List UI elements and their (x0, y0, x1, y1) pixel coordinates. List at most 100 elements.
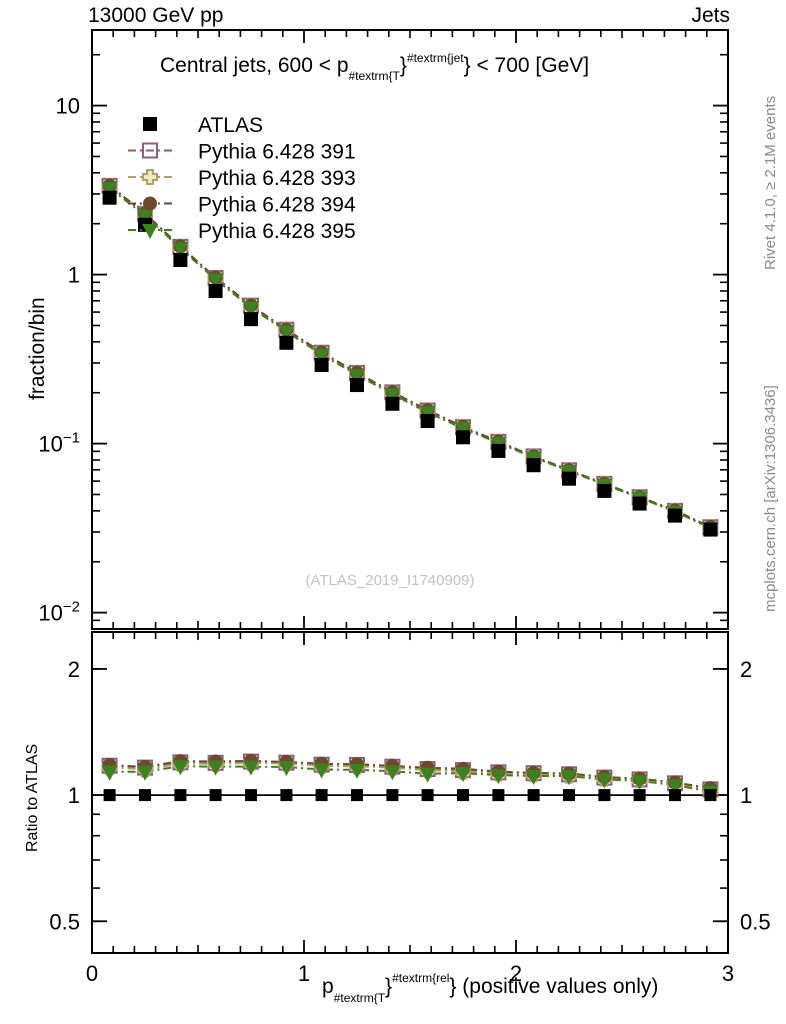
marker-triangle-down-filled (596, 773, 613, 789)
marker-triangle-down-filled (419, 406, 436, 422)
marker-square-filled (562, 471, 576, 486)
marker-triangle-down-filled (313, 763, 330, 779)
ratio-y-tick-label: 1 (68, 783, 80, 808)
marker-square-filled (350, 378, 364, 393)
marker-circle-filled (143, 196, 157, 211)
marker-square-filled (633, 789, 646, 802)
marker-triangle-down-filled (384, 765, 401, 781)
plot-title-superscript: #textrm{jet (406, 51, 464, 65)
marker-square-filled (632, 496, 647, 511)
marker-square-filled (103, 789, 116, 802)
marker-triangle-down-filled (525, 769, 542, 785)
marker-triangle-down-filled (101, 765, 118, 781)
marker-square-filled (597, 483, 612, 498)
marker-square-filled (279, 335, 294, 350)
x-axis-label-mid: } (385, 975, 393, 998)
dataset-watermark: (ATLAS_2019_I1740909) (305, 572, 474, 589)
marker-square-filled (385, 396, 400, 411)
marker-square-filled (245, 789, 257, 802)
marker-square-filled (139, 789, 151, 802)
marker-square-filled (421, 789, 434, 802)
marker-square-filled (280, 789, 293, 802)
ratio-series-line (109, 759, 711, 790)
marker-square-filled (209, 789, 222, 802)
marker-triangle-down-filled (142, 224, 158, 239)
marker-square-filled (526, 458, 541, 473)
legend-label-2: Pythia 6.428 393 (198, 167, 356, 190)
legend-label-3: Pythia 6.428 394 (198, 194, 356, 217)
x-axis-label-prefix: p (322, 975, 334, 998)
marker-square-filled (386, 789, 399, 802)
ratio-y-tick-label-right: 2 (740, 657, 752, 682)
marker-square-filled (420, 414, 435, 429)
marker-triangle-down-filled (243, 760, 259, 776)
marker-triangle-down-filled (349, 368, 365, 384)
x-tick-label: 1 (298, 961, 310, 986)
y-tick-label: 1 (68, 263, 80, 288)
x-tick-label: 0 (86, 961, 98, 986)
plot-title-subscript: #textrm{T (348, 69, 400, 83)
plot-title-prefix: Central jets, 600 < p (160, 54, 349, 77)
marker-triangle-down-filled (384, 388, 401, 404)
y-tick-label: 10 (56, 94, 80, 119)
marker-triangle-down-filled (207, 760, 224, 776)
x-tick-label: 2 (510, 961, 522, 986)
marker-cross-open (142, 169, 158, 185)
marker-square-filled (703, 522, 718, 537)
marker-triangle-down-filled (419, 767, 436, 783)
ratio-y-tick-label: 0.5 (49, 909, 80, 934)
marker-square-filled (173, 252, 188, 267)
marker-triangle-down-filled (207, 273, 224, 289)
plot-title-suffix: < 700 [GeV] (470, 54, 590, 77)
marker-square-filled (598, 789, 611, 802)
marker-triangle-down-filled (631, 774, 648, 790)
marker-square-filled (668, 508, 682, 523)
marker-square-filled (457, 789, 469, 802)
legend-label-1: Pythia 6.428 391 (198, 141, 356, 164)
marker-square-filled (563, 789, 575, 802)
marker-triangle-down-filled (490, 769, 507, 785)
marker-triangle-down-filled (561, 770, 577, 786)
marker-triangle-down-filled (137, 765, 153, 781)
ratio-series-line (109, 765, 711, 793)
y-tick-label: 10−2 (38, 599, 80, 626)
marker-triangle-down-filled (243, 301, 259, 317)
header-energy-label: 13000 GeV pp (88, 4, 224, 27)
ratio-y-tick-label: 2 (68, 657, 80, 682)
plot-title-mid: } (399, 54, 407, 77)
ratio-series-line (109, 760, 711, 791)
marker-square-open (142, 142, 158, 159)
marker-square-filled (491, 443, 506, 458)
x-axis-label-superscript: #textrm{rel (392, 971, 450, 985)
x-axis-label: p#textrm{T}#textrm{rel} (positive values… (322, 971, 659, 1005)
ratio-panel-frame (91, 631, 729, 954)
marker-triangle-down-filled (278, 325, 295, 341)
marker-square-filled (527, 789, 540, 802)
marker-triangle-down-filled (278, 760, 295, 776)
header-category-label: Jets (691, 4, 730, 27)
x-tick-label: 3 (722, 961, 734, 986)
marker-triangle-down-filled (455, 767, 471, 783)
marker-square-filled (315, 789, 328, 802)
marker-triangle-down-filled (172, 242, 189, 258)
marker-triangle-down-filled (349, 763, 365, 779)
marker-triangle-down-filled (137, 209, 153, 225)
x-axis-label-subscript: #textrm{T (333, 991, 386, 1005)
marker-triangle-down-filled (101, 182, 118, 198)
ratio-y-tick-label-right: 1 (740, 783, 752, 808)
marker-triangle-down-filled (455, 422, 471, 438)
marker-square-filled (351, 789, 363, 802)
marker-square-filled (208, 283, 223, 298)
x-axis-label-suffix: (positive values only) (456, 975, 659, 998)
main-panel-frame (91, 29, 729, 630)
marker-square-filled (244, 312, 258, 327)
marker-square-filled (174, 789, 187, 802)
marker-square-filled (669, 789, 681, 802)
marker-square-filled (704, 789, 717, 802)
marker-triangle-down-filled (667, 779, 683, 795)
plot-title: Central jets, 600 < p#textrm{T}#textrm{j… (160, 51, 590, 83)
legend-label-0: ATLAS (198, 114, 263, 137)
y-tick-label: 10−1 (38, 430, 80, 457)
ratio-series-line (109, 761, 711, 792)
